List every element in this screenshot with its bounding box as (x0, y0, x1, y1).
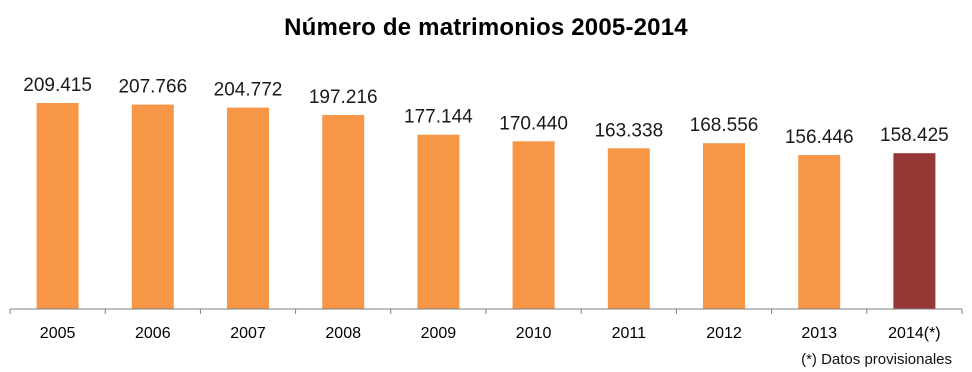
data-label-2008: 197.216 (309, 87, 378, 108)
bar-2014(*) (893, 153, 936, 309)
bar-2009 (417, 134, 460, 309)
x-tick-label-2013: 2013 (801, 325, 837, 342)
data-label-2005: 209.415 (23, 75, 92, 96)
data-label-2013: 156.446 (785, 127, 854, 148)
data-label-2006: 207.766 (118, 77, 187, 98)
bar-2006 (131, 104, 174, 309)
value-labels-layer: 209.415 207.766 204.772 197.216 177.144 170.4… (23, 75, 948, 148)
x-tick-label-2011: 2011 (612, 325, 647, 342)
bar-2011 (607, 148, 650, 309)
bar-2008 (322, 115, 365, 309)
x-tick-label-2014(*): 2014(*) (888, 325, 940, 342)
data-label-2011: 163.338 (594, 120, 663, 141)
data-label-2014(*): 158.425 (880, 125, 949, 146)
chart-title: Número de matrimonios 2005-2014 (284, 14, 688, 41)
data-label-2007: 204.772 (214, 80, 283, 101)
data-label-2010: 170.440 (499, 113, 568, 134)
x-tick-label-2006: 2006 (135, 325, 171, 342)
x-ticks-layer: 2005 2006 2007 2008 2009 2010 2011 2012 2013 2014… (9, 309, 963, 342)
bars-layer (36, 103, 936, 309)
x-tick-label-2007: 2007 (230, 325, 266, 342)
data-label-2009: 177.144 (404, 107, 473, 128)
x-tick-label-2009: 2009 (421, 325, 457, 342)
x-tick-label-2010: 2010 (516, 325, 552, 342)
bar-2007 (227, 107, 269, 309)
x-tick-label-2005: 2005 (40, 325, 76, 342)
bar-2010 (512, 141, 555, 309)
footnote: (*) Datos provisionales (801, 351, 952, 368)
bar-2005 (36, 103, 79, 309)
x-tick-label-2008: 2008 (325, 325, 361, 342)
x-tick-label-2012: 2012 (706, 325, 742, 342)
bar-2012 (703, 143, 745, 309)
data-label-2012: 168.556 (690, 115, 759, 136)
bar-2013 (798, 155, 841, 309)
